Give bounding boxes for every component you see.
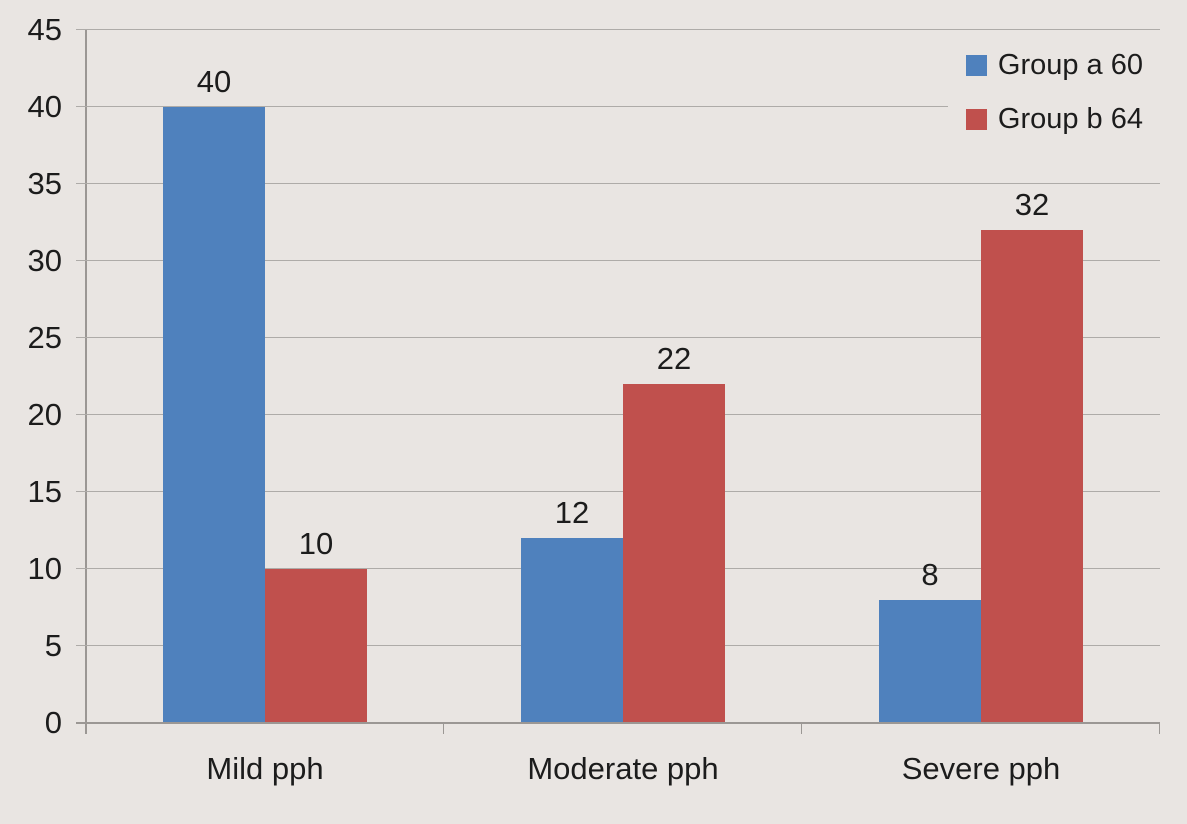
gridline xyxy=(76,183,1160,184)
x-axis-label-mild-pph: Mild pph xyxy=(206,751,324,786)
gridline xyxy=(76,414,1160,415)
legend-swatch-icon xyxy=(965,54,987,76)
bar-group-b-64-moderate-pph xyxy=(623,384,725,723)
gridline xyxy=(76,260,1160,261)
legend-label: Group a 60 xyxy=(997,49,1143,81)
x-axis-label-severe-pph: Severe pph xyxy=(901,751,1061,786)
data-label-group-b-64-severe-pph: 32 xyxy=(1014,187,1050,222)
data-label-group-a-60-mild-pph: 40 xyxy=(196,64,232,99)
data-label-group-b-64-mild-pph: 10 xyxy=(298,526,334,561)
y-tick-label: 10 xyxy=(27,551,62,586)
gridline xyxy=(76,106,1160,107)
x-axis-label-moderate-pph: Moderate pph xyxy=(527,751,719,786)
x-axis-tick xyxy=(443,723,444,734)
bar-group-b-64-mild-pph xyxy=(265,569,367,723)
y-tick-label: 45 xyxy=(27,12,62,47)
y-tick-label: 0 xyxy=(44,705,62,740)
y-tick-label: 40 xyxy=(27,89,62,124)
x-axis-line xyxy=(76,722,1160,724)
bar-group-a-60-moderate-pph xyxy=(521,538,623,723)
gridline xyxy=(76,337,1160,338)
legend-swatch-icon xyxy=(965,108,987,130)
x-axis-tick xyxy=(801,723,802,734)
y-tick-label: 35 xyxy=(27,166,62,201)
bar-group-a-60-severe-pph xyxy=(879,600,981,723)
x-axis-tick xyxy=(1159,723,1160,734)
data-label-group-a-60-moderate-pph: 12 xyxy=(554,495,590,530)
legend-label: Group b 64 xyxy=(997,103,1143,135)
bar-group-a-60-mild-pph xyxy=(163,107,265,723)
y-tick-label: 20 xyxy=(27,397,62,432)
legend-item-group-b-64: Group b 64 xyxy=(965,102,1143,136)
y-axis-line xyxy=(85,30,87,734)
plot-area: 40 10 12 22 8 32 xyxy=(76,29,1160,734)
data-label-group-a-60-severe-pph: 8 xyxy=(921,557,939,592)
gridline xyxy=(76,491,1160,492)
legend-item-group-a-60: Group a 60 xyxy=(965,48,1143,82)
gridline xyxy=(76,29,1160,30)
legend: Group a 60 Group b 64 xyxy=(947,36,1163,150)
y-tick-label: 25 xyxy=(27,320,62,355)
y-tick-label: 30 xyxy=(27,243,62,278)
data-label-group-b-64-moderate-pph: 22 xyxy=(656,341,692,376)
y-tick-label: 15 xyxy=(27,474,62,509)
bar-group-b-64-severe-pph xyxy=(981,230,1083,723)
y-tick-label: 5 xyxy=(44,628,62,663)
